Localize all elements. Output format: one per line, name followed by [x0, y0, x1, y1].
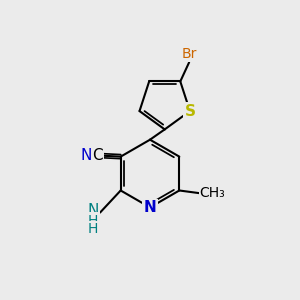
Text: Br: Br	[182, 47, 197, 61]
Text: N: N	[144, 200, 156, 215]
Text: S: S	[184, 103, 195, 118]
Text: CH₃: CH₃	[200, 186, 226, 200]
Text: C: C	[92, 148, 103, 163]
Text: N: N	[80, 148, 92, 163]
Text: H: H	[88, 214, 98, 227]
Text: N: N	[87, 203, 98, 218]
Text: H: H	[88, 222, 98, 236]
